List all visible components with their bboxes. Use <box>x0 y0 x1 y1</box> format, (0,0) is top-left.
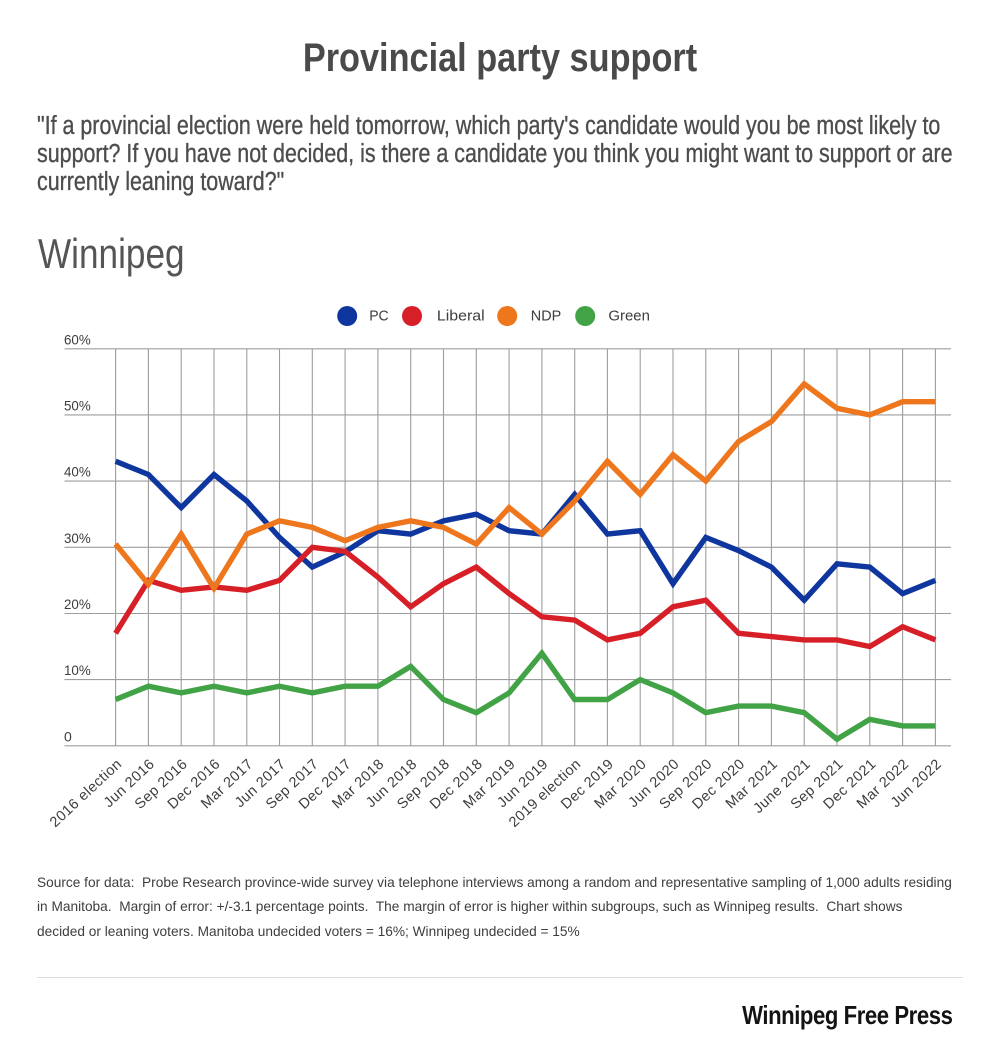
svg-text:Liberal: Liberal <box>437 309 485 325</box>
svg-text:40%: 40% <box>64 464 91 480</box>
svg-text:50%: 50% <box>64 398 91 414</box>
svg-text:30%: 30% <box>64 530 91 546</box>
svg-text:PC: PC <box>369 309 389 325</box>
svg-text:0: 0 <box>64 728 72 744</box>
svg-text:60%: 60% <box>64 331 91 347</box>
svg-text:NDP: NDP <box>531 309 561 325</box>
svg-text:10%: 10% <box>64 662 91 678</box>
svg-text:20%: 20% <box>64 596 91 612</box>
svg-text:Green: Green <box>608 309 650 325</box>
